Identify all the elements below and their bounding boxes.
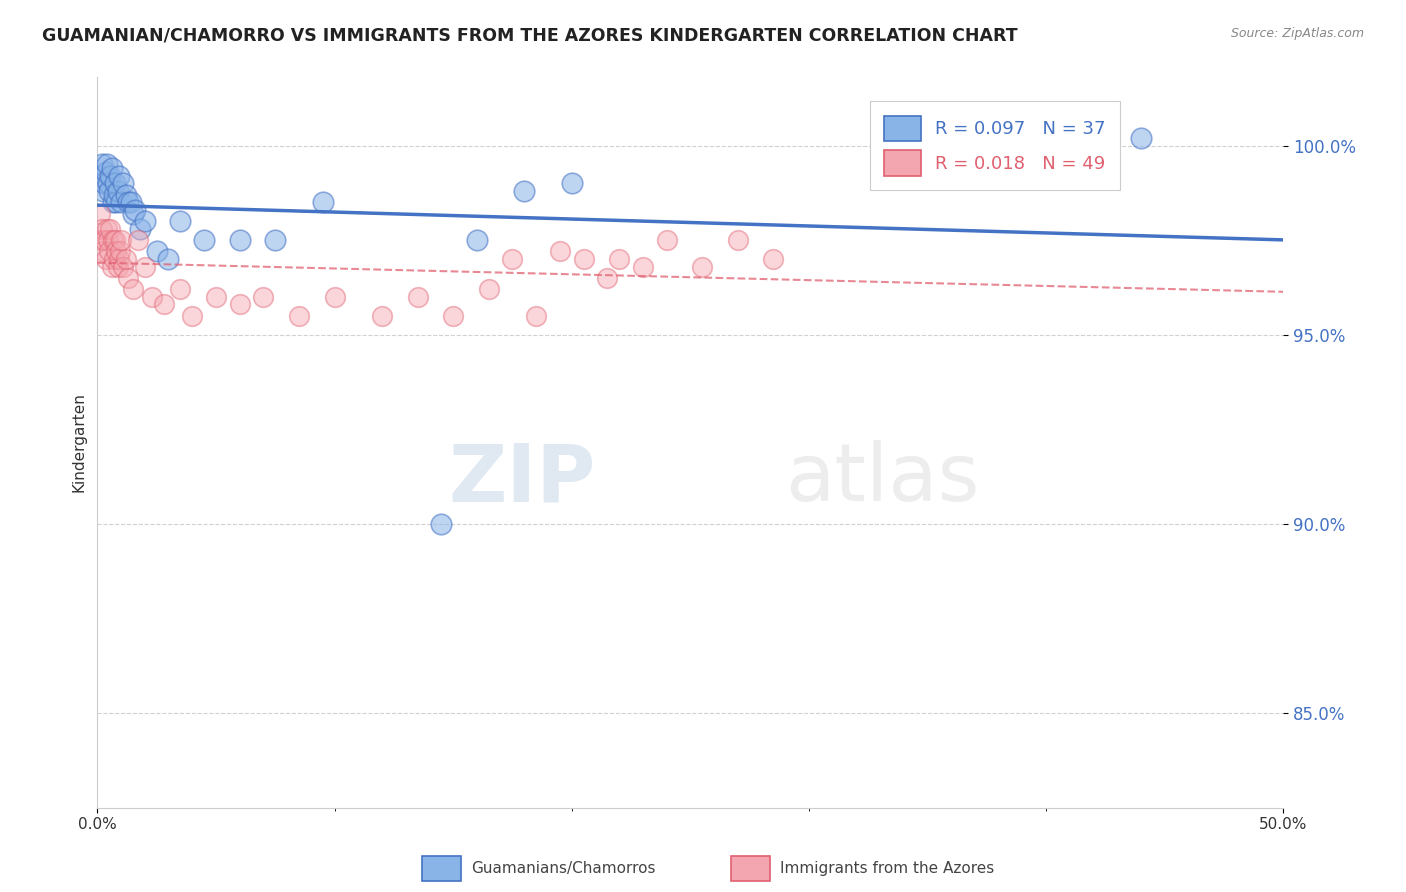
Point <box>122 207 145 221</box>
Point <box>90 169 112 183</box>
Point <box>1129 131 1152 145</box>
Point <box>430 516 453 531</box>
Point <box>501 252 523 266</box>
Point <box>252 290 274 304</box>
Point <box>465 233 488 247</box>
Point <box>91 244 114 259</box>
Point <box>98 244 121 259</box>
Point <box>117 271 139 285</box>
Point <box>91 157 114 171</box>
Point <box>124 202 146 217</box>
Point <box>89 207 111 221</box>
Point <box>114 252 136 266</box>
Point <box>264 233 287 247</box>
Text: Source: ZipAtlas.com: Source: ZipAtlas.com <box>1230 27 1364 40</box>
Point <box>101 233 124 247</box>
Point <box>93 233 115 247</box>
Text: Guamanians/Chamorros: Guamanians/Chamorros <box>471 862 655 876</box>
Point <box>152 297 174 311</box>
Text: ZIP: ZIP <box>449 440 595 518</box>
Point <box>193 233 215 247</box>
Point <box>122 282 145 296</box>
Point <box>110 195 132 210</box>
Point <box>105 195 128 210</box>
Point <box>513 184 536 198</box>
Point <box>441 309 464 323</box>
Point <box>228 233 250 247</box>
Text: GUAMANIAN/CHAMORRO VS IMMIGRANTS FROM THE AZORES KINDERGARTEN CORRELATION CHART: GUAMANIAN/CHAMORRO VS IMMIGRANTS FROM TH… <box>42 27 1018 45</box>
Point <box>100 169 122 183</box>
Point <box>98 184 121 198</box>
Point <box>288 309 311 323</box>
Point <box>572 252 595 266</box>
Point <box>110 233 132 247</box>
Point <box>97 233 120 247</box>
Text: atlas: atlas <box>785 440 980 518</box>
Point <box>91 221 114 235</box>
Point <box>127 233 149 247</box>
Point <box>478 282 501 296</box>
Point <box>524 309 547 323</box>
Y-axis label: Kindergarten: Kindergarten <box>72 392 86 492</box>
Point <box>371 309 394 323</box>
Point <box>100 161 122 176</box>
Point <box>103 187 125 202</box>
Point <box>112 260 135 274</box>
Point <box>112 177 135 191</box>
Point <box>107 169 129 183</box>
Legend: R = 0.097   N = 37, R = 0.018   N = 49: R = 0.097 N = 37, R = 0.018 N = 49 <box>870 101 1121 190</box>
Point <box>134 260 156 274</box>
Point <box>762 252 785 266</box>
Point <box>323 290 346 304</box>
Point <box>93 177 115 191</box>
Point <box>120 195 142 210</box>
Point <box>631 260 654 274</box>
Point <box>181 309 204 323</box>
Point <box>655 233 678 247</box>
Point <box>107 260 129 274</box>
Point <box>169 214 191 228</box>
Point <box>129 221 152 235</box>
Point <box>607 252 630 266</box>
Point <box>97 177 120 191</box>
Point <box>104 177 127 191</box>
Point <box>134 214 156 228</box>
Point <box>117 195 139 210</box>
Point <box>108 244 131 259</box>
Point <box>96 157 118 171</box>
Point <box>157 252 180 266</box>
Point <box>105 244 128 259</box>
Point <box>103 252 125 266</box>
Point <box>311 195 333 210</box>
Point <box>114 187 136 202</box>
Point <box>101 195 124 210</box>
Point <box>690 260 713 274</box>
Point <box>94 252 117 266</box>
Point <box>406 290 429 304</box>
Point <box>107 252 129 266</box>
Point <box>145 244 167 259</box>
Point <box>205 290 228 304</box>
Point <box>727 233 749 247</box>
Point <box>100 221 122 235</box>
Text: Immigrants from the Azores: Immigrants from the Azores <box>780 862 994 876</box>
Point <box>100 260 122 274</box>
Point <box>90 233 112 247</box>
Point <box>96 221 118 235</box>
Point <box>104 233 127 247</box>
Point <box>141 290 163 304</box>
Point <box>228 297 250 311</box>
Point <box>169 282 191 296</box>
Point <box>94 165 117 179</box>
Point <box>548 244 571 259</box>
Point <box>107 184 129 198</box>
Point <box>91 184 114 198</box>
Point <box>561 177 583 191</box>
Point <box>596 271 619 285</box>
